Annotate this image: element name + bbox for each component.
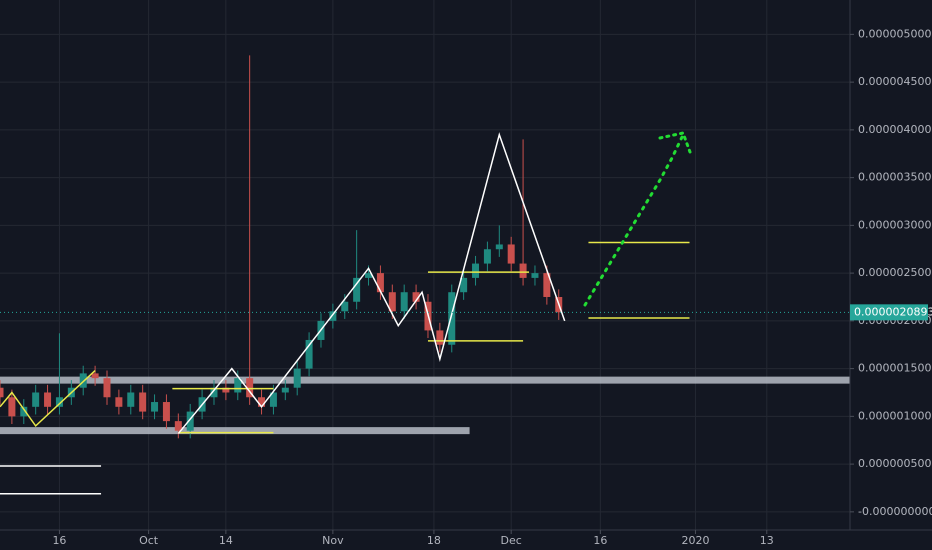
candle-body bbox=[55, 397, 63, 407]
candle-body bbox=[412, 292, 420, 302]
candle-body bbox=[258, 397, 266, 407]
last-price-box bbox=[850, 304, 928, 321]
x-tick-label: 16 bbox=[593, 534, 607, 547]
y-tick-label: -0.00000000000 bbox=[858, 505, 932, 518]
y-tick-label: 0.00000500000 bbox=[858, 27, 932, 40]
candle-body bbox=[483, 249, 491, 264]
candle-body bbox=[281, 387, 289, 393]
candle-body bbox=[162, 402, 170, 422]
candle-body bbox=[495, 244, 503, 250]
candle-body bbox=[234, 378, 242, 393]
candle-body bbox=[519, 263, 527, 278]
y-tick-label: 0.00000250000 bbox=[858, 266, 932, 279]
y-tick-label: 0.00000150000 bbox=[858, 362, 932, 375]
candle-body bbox=[305, 339, 313, 369]
candle-body bbox=[329, 311, 337, 321]
candle-body bbox=[222, 387, 230, 393]
x-tick-label: 2020 bbox=[681, 534, 709, 547]
y-tick-label: 0.00000450000 bbox=[858, 75, 932, 88]
axes: 0.00000500000 0.00000450000 0.00000400000 0… bbox=[52, 27, 932, 547]
y-tick-label: 0.00000400000 bbox=[858, 123, 932, 136]
candle-body bbox=[388, 292, 396, 312]
candle-body bbox=[20, 406, 28, 417]
y-tick-label: 0.00000300000 bbox=[858, 218, 932, 231]
candle-body bbox=[44, 392, 52, 407]
candle-body bbox=[365, 273, 373, 278]
forecast-arrow-head bbox=[658, 131, 692, 154]
candle-body bbox=[436, 330, 444, 345]
candle-body bbox=[103, 378, 111, 398]
x-tick-label: 16 bbox=[52, 534, 66, 547]
candle-body bbox=[91, 373, 99, 379]
candle-body bbox=[8, 397, 16, 417]
x-tick-label: Oct bbox=[139, 534, 159, 547]
y-tick-label: 0.00000100000 bbox=[858, 409, 932, 422]
candle-body bbox=[543, 273, 551, 297]
grid bbox=[0, 0, 850, 530]
candle-body bbox=[448, 292, 456, 345]
plot bbox=[0, 55, 850, 495]
candle-body bbox=[400, 292, 408, 312]
x-tick-label: 18 bbox=[427, 534, 441, 547]
candle-body bbox=[293, 368, 301, 388]
candle-body bbox=[79, 373, 87, 388]
y-tick-label: 0.00000050000 bbox=[858, 457, 932, 470]
y-tick-label: 0.00000350000 bbox=[858, 171, 932, 184]
candle-body bbox=[174, 421, 182, 431]
candle-body bbox=[353, 277, 361, 302]
pattern-line bbox=[0, 369, 96, 428]
candle-body bbox=[460, 277, 468, 293]
candle-body bbox=[269, 392, 277, 407]
x-tick-label: Dec bbox=[501, 534, 522, 547]
candle-body bbox=[507, 244, 515, 264]
candle-body bbox=[151, 402, 159, 412]
candle-body bbox=[127, 392, 135, 407]
x-tick-label: 13 bbox=[760, 534, 774, 547]
forecast-arrow bbox=[583, 133, 685, 307]
pattern-line bbox=[177, 132, 566, 435]
candle-body bbox=[472, 263, 480, 278]
candle-body bbox=[246, 378, 254, 398]
candle-body bbox=[210, 387, 218, 398]
candle-body bbox=[0, 387, 4, 398]
candle-body bbox=[341, 301, 349, 312]
candle-body bbox=[186, 411, 194, 431]
x-tick-label: Nov bbox=[322, 534, 344, 547]
candle-body bbox=[32, 392, 40, 407]
x-tick-label: 14 bbox=[219, 534, 233, 547]
candle-body bbox=[531, 273, 539, 278]
candle-body bbox=[115, 397, 123, 407]
last-price-label: 0.00000208933 bbox=[854, 305, 932, 318]
candle-body bbox=[139, 392, 147, 412]
candle-body bbox=[376, 273, 384, 293]
